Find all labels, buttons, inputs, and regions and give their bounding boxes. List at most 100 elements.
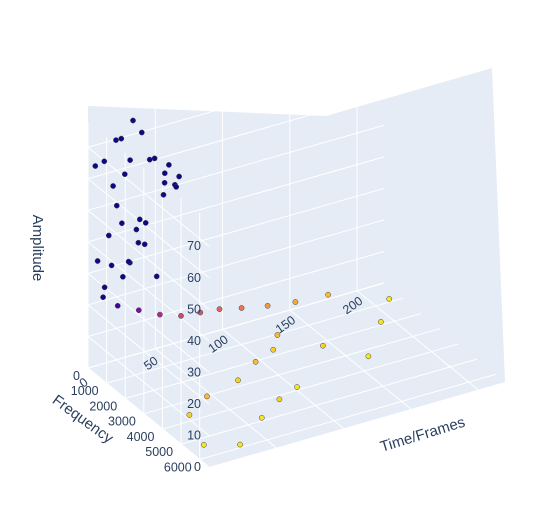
data-point (110, 183, 116, 189)
data-point (130, 117, 136, 124)
wall-gridline-z2 (87, 250, 385, 337)
scene-background (88, 68, 505, 467)
data-point (325, 291, 331, 298)
floor-gridline-y (125, 312, 422, 399)
data-point (386, 296, 393, 302)
data-points (92, 117, 393, 448)
floor-gridline-y (199, 373, 496, 460)
data-point (138, 129, 145, 136)
wall-gridline-z2 (87, 61, 385, 148)
data-point (121, 171, 128, 178)
wall-gridline-z2 (87, 124, 385, 211)
floor-gridline-x (222, 328, 344, 429)
data-point (146, 156, 153, 163)
floor-gridline-x (356, 290, 479, 391)
y-tick-label: 2000 (89, 399, 117, 413)
data-point (119, 220, 125, 227)
data-point (135, 307, 142, 314)
data-point (133, 226, 140, 233)
data-point (252, 358, 259, 365)
data-point (235, 377, 241, 384)
data-point (378, 319, 384, 325)
y-tick-label: 0 (73, 369, 80, 383)
data-point (153, 273, 160, 280)
x-axis-title: Time/Frames (378, 414, 467, 456)
data-point (101, 158, 108, 165)
y-tick-label: 4000 (127, 430, 155, 444)
data-point (151, 155, 158, 162)
data-point (100, 294, 106, 301)
z-tick-label: 40 (187, 334, 201, 348)
z-tick-label: 50 (187, 302, 201, 316)
data-point (113, 202, 120, 209)
floor (88, 332, 505, 467)
data-point (238, 305, 245, 311)
data-point (197, 309, 204, 316)
data-point (204, 393, 210, 400)
floor-gridline-y (106, 297, 403, 384)
z-tick-label: 70 (187, 239, 201, 253)
floor-gridline-x (289, 309, 412, 410)
z-tick-label: 60 (187, 271, 201, 285)
y-tick-label: 1000 (71, 384, 99, 398)
z-axis-title: Amplitude (29, 215, 46, 282)
z-tick-label: 10 (187, 428, 201, 442)
wall-gridline-z (87, 241, 210, 342)
data-point (127, 157, 133, 163)
data-point (173, 184, 180, 190)
back-wall-right (326, 68, 505, 382)
y-tick-label: 5000 (145, 445, 173, 459)
data-point (157, 311, 163, 318)
data-point (114, 302, 121, 309)
data-point (161, 170, 168, 177)
data-point (120, 273, 126, 280)
grid-lines (87, 44, 496, 468)
wall-gridline-z (87, 367, 210, 468)
data-point (365, 353, 372, 360)
data-point (105, 232, 112, 239)
data-point (320, 342, 326, 349)
floor-gridline-x (154, 348, 277, 449)
data-point (274, 332, 281, 338)
x-tick-label: 50 (141, 354, 160, 373)
data-point (160, 191, 167, 198)
data-point (276, 396, 283, 403)
wall-gridline-z2 (87, 219, 385, 306)
data-point (294, 384, 300, 390)
wall-gridline-z2 (87, 93, 385, 180)
back-wall-left (88, 106, 326, 368)
data-point (258, 414, 265, 421)
data-point (292, 299, 299, 305)
data-point (166, 162, 172, 168)
data-point (136, 216, 143, 223)
data-point (92, 163, 99, 169)
data-point (118, 135, 125, 142)
y-tick-label: 3000 (108, 415, 136, 429)
data-point (113, 137, 119, 143)
wall-gridline-z2 (87, 282, 385, 369)
data-point (237, 441, 243, 448)
wall-gridline-z (87, 272, 210, 373)
floor-gridline-y (180, 358, 478, 445)
data-point (108, 262, 115, 269)
data-point (270, 346, 277, 353)
z-tick-label: 0 (194, 460, 201, 474)
wall-gridline-z2 (87, 187, 385, 274)
data-point (142, 220, 149, 226)
wall-gridline-z (87, 146, 210, 247)
y-tick-label: 6000 (164, 460, 192, 474)
wall-gridline-z (87, 304, 210, 405)
data-point (176, 173, 182, 180)
z-tick-label: 30 (187, 365, 201, 379)
data-point (186, 412, 193, 418)
data-point (200, 441, 207, 448)
data-point (141, 241, 148, 248)
floor-gridline-y (143, 328, 440, 415)
data-point (125, 258, 132, 265)
data-point (178, 313, 184, 319)
wall-gridline-z (87, 336, 210, 436)
wall-gridline-z (87, 178, 210, 279)
wall-gridline-z (87, 209, 210, 310)
z-tick-label: 20 (187, 397, 201, 411)
